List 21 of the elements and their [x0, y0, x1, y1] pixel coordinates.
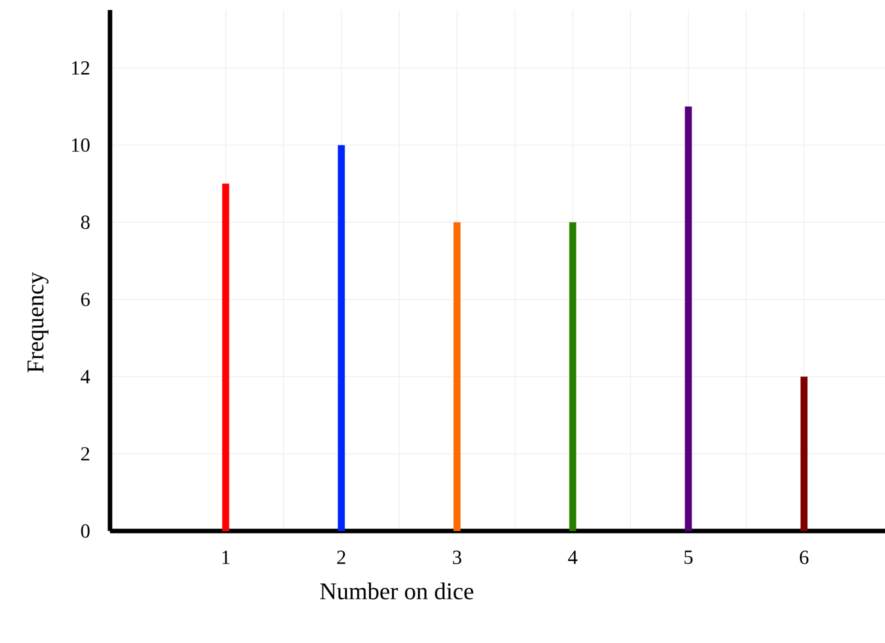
y-tick-label: 12 — [72, 61, 90, 75]
bar — [222, 184, 230, 531]
y-axis-title: Frequency — [28, 272, 48, 373]
x-tick-label: 3 — [452, 550, 462, 564]
y-tick-label: 6 — [81, 292, 90, 306]
bar — [800, 376, 808, 531]
y-tick-label: 10 — [72, 138, 90, 152]
y-tick-label: 0 — [81, 524, 90, 538]
bar — [454, 222, 461, 531]
y-tick-label: 4 — [80, 370, 90, 384]
bar — [569, 222, 576, 531]
x-tick-label: 1 — [222, 550, 230, 564]
x-tick-label: 5 — [684, 550, 693, 564]
y-tick-label: 2 — [81, 447, 90, 460]
x-tick-label: 4 — [568, 550, 578, 564]
x-tick-label: 6 — [800, 550, 808, 564]
y-tick-label: 8 — [81, 216, 90, 229]
x-tick-label: 2 — [337, 550, 346, 564]
x-axis-title: Number on dice — [320, 582, 474, 600]
bar — [338, 145, 345, 531]
bar — [684, 106, 692, 531]
